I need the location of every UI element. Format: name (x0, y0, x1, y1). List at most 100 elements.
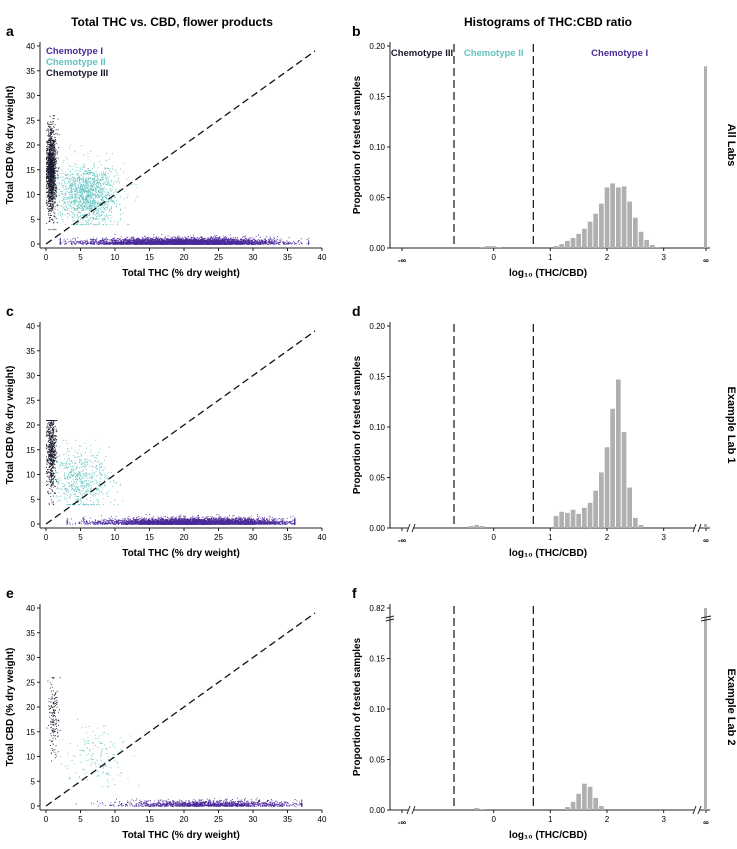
data-point (190, 236, 192, 238)
data-point (235, 242, 237, 244)
data-point (274, 242, 276, 244)
data-point (222, 244, 223, 245)
data-point (179, 241, 181, 243)
data-point (290, 243, 292, 245)
data-point (252, 243, 254, 245)
data-point (144, 238, 146, 240)
data-point (147, 237, 148, 239)
data-point (261, 243, 263, 245)
data-point (231, 239, 232, 241)
data-point (172, 239, 173, 241)
data-point (293, 240, 295, 242)
data-point (223, 235, 225, 237)
data-point (132, 243, 134, 245)
data-point (291, 242, 293, 244)
data-point (203, 238, 205, 240)
data-point (221, 241, 222, 243)
data-point (220, 242, 222, 244)
data-point (142, 243, 144, 245)
data-point (275, 240, 277, 242)
data-point (228, 243, 230, 245)
data-point (127, 239, 129, 241)
data-point (131, 242, 132, 244)
data-point (162, 242, 163, 244)
data-point (116, 243, 117, 244)
data-point (189, 242, 191, 244)
data-point (232, 241, 234, 243)
data-point (225, 242, 227, 244)
data-point (158, 240, 160, 242)
data-point (117, 237, 118, 239)
data-point (116, 241, 118, 243)
data-point (92, 239, 94, 240)
data-point (226, 242, 228, 244)
data-point (156, 237, 158, 239)
data-point (65, 243, 67, 245)
x-tick-label: 40 (318, 253, 327, 262)
data-point (168, 238, 169, 240)
data-point (180, 239, 182, 241)
data-point (227, 242, 229, 244)
data-point (130, 241, 132, 243)
data-point (222, 239, 224, 241)
data-point (111, 240, 113, 242)
data-point (196, 237, 198, 239)
data-point (294, 242, 295, 243)
data-point (81, 240, 83, 242)
data-point (174, 241, 176, 243)
data-point (99, 242, 101, 244)
data-point (264, 243, 266, 245)
data-point (156, 240, 157, 242)
data-point (134, 244, 136, 245)
data-point (92, 243, 94, 244)
data-point (237, 242, 239, 244)
data-point (193, 239, 195, 241)
data-point (152, 243, 154, 245)
data-point (102, 237, 104, 239)
data-point (154, 239, 156, 241)
data-point (160, 243, 162, 245)
data-point (70, 242, 72, 244)
data-point (59, 242, 61, 243)
data-point (166, 238, 168, 240)
data-point (204, 240, 206, 242)
data-point (274, 238, 275, 239)
data-point (103, 240, 105, 241)
data-point (214, 237, 215, 239)
data-point (195, 240, 197, 242)
data-point (78, 242, 79, 244)
data-point (83, 243, 84, 245)
data-point (209, 239, 211, 241)
data-point (216, 237, 218, 239)
data-point (127, 241, 129, 242)
data-point (137, 241, 139, 243)
data-point (128, 239, 129, 241)
data-point (179, 243, 181, 244)
x-tick-label: 25 (214, 253, 223, 262)
data-point (68, 240, 70, 242)
data-point (248, 238, 250, 240)
data-point (183, 243, 185, 245)
data-point (94, 239, 96, 240)
data-point (157, 243, 159, 245)
data-point (221, 243, 222, 244)
data-point (109, 243, 111, 245)
data-point (172, 241, 174, 243)
data-point (243, 243, 245, 245)
data-point (209, 240, 210, 242)
data-point (168, 239, 170, 241)
data-point (170, 236, 172, 238)
data-point (223, 238, 225, 240)
data-point (236, 240, 238, 242)
data-point (240, 241, 242, 243)
data-point (94, 242, 96, 244)
data-point (253, 238, 254, 240)
data-point (83, 240, 85, 242)
data-point (214, 236, 216, 238)
data-point (149, 243, 151, 245)
data-point (202, 243, 204, 245)
data-point (195, 241, 197, 242)
data-point (214, 240, 216, 242)
data-point (170, 238, 172, 240)
